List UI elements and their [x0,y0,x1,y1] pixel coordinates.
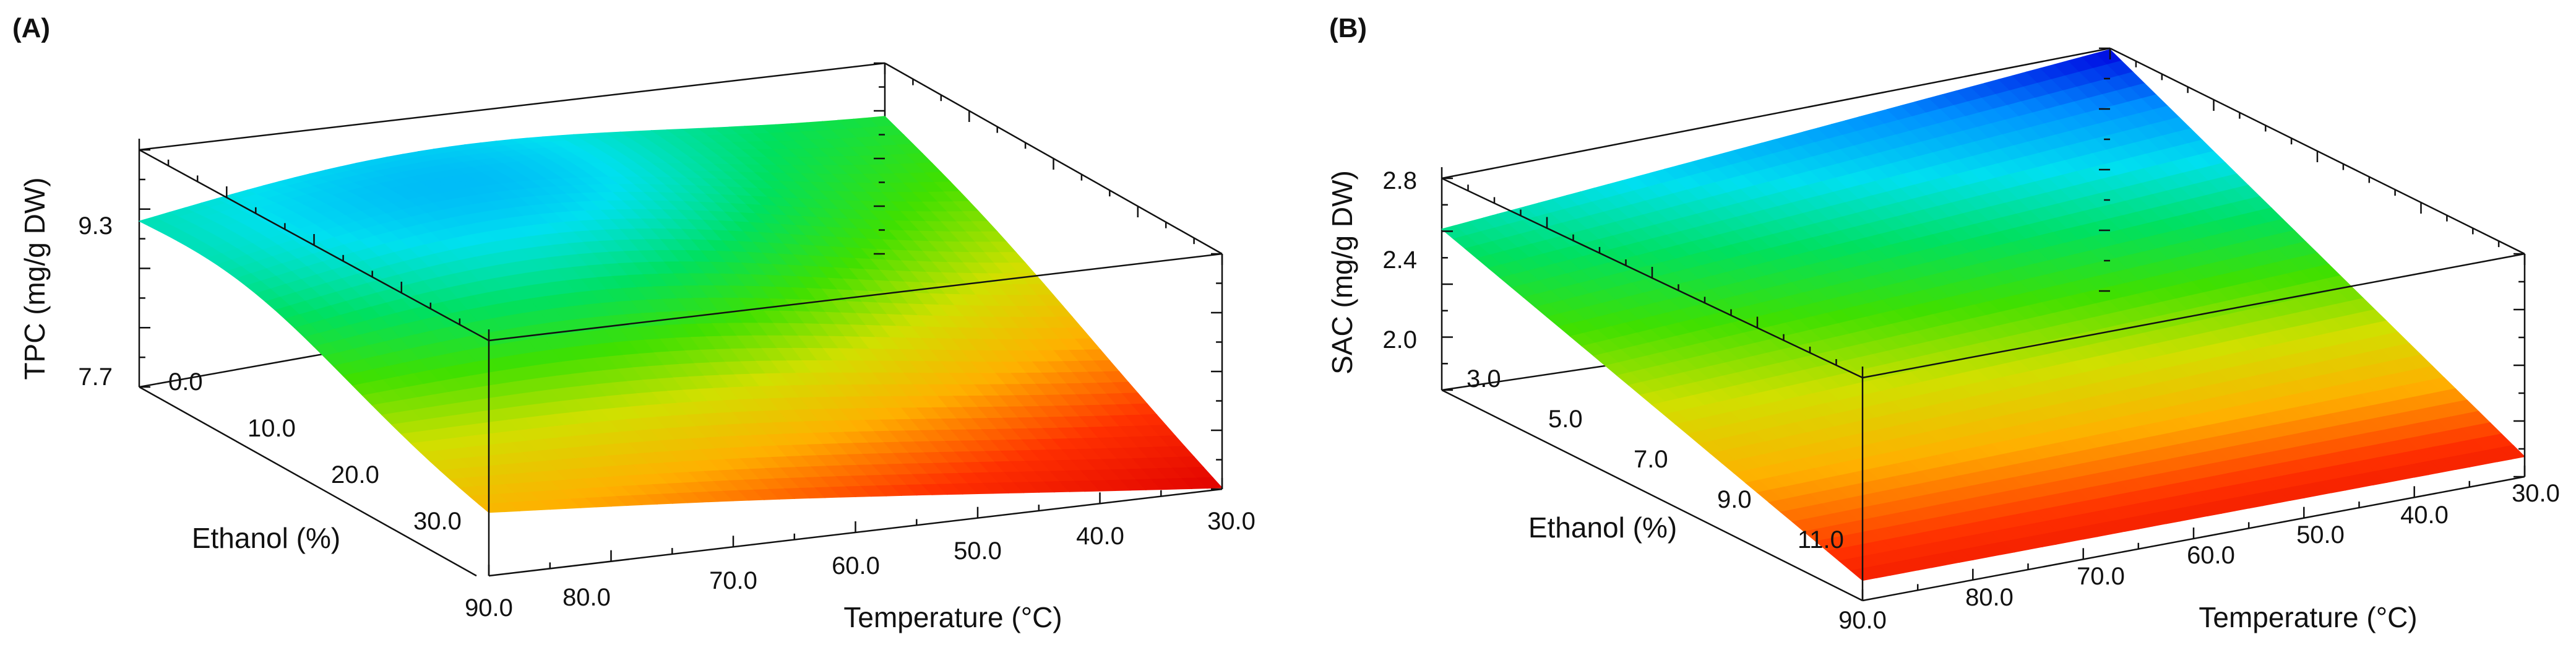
panel-b-x-axis-label: Temperature (°C) [2199,601,2417,633]
panel-a-z-axis-label: TPC (mg/g DW) [19,177,51,380]
z-tick-label: 2.8 [1382,167,1417,194]
y-tick-label: 11.0 [1798,526,1844,554]
panel-b-surface-chart: (B) 2.8 2.4 2.0 3.0 5.0 7.0 9.0 [1326,13,2560,634]
y-tick-label: 5.0 [1548,406,1583,433]
x-tick-label: 60.0 [2187,542,2235,569]
x-tick-label: 30.0 [2512,480,2560,507]
panel-b-y-axis-label: Ethanol (%) [1528,511,1677,544]
x-tick-label: 50.0 [2296,521,2345,549]
panel-b-surface [1441,49,2526,581]
y-tick-label: 30.0 [413,508,462,535]
x-tick-label: 40.0 [1076,523,1124,550]
panel-b-x-ticks: 90.0 80.0 70.0 60.0 50.0 40.0 30.0 [1838,480,2560,634]
x-tick-label: 40.0 [2400,502,2449,529]
panel-b-z-ticks: 2.8 2.4 2.0 [1382,167,1417,354]
x-tick-label: 60.0 [832,552,880,580]
panel-a-y-ticks: 0.0 10.0 20.0 30.0 [168,368,462,535]
x-tick-label: 30.0 [1207,508,1256,535]
y-tick-label: 20.0 [331,461,379,489]
x-tick-label: 80.0 [562,584,611,611]
panel-a-x-axis-label: Temperature (°C) [843,601,1062,633]
panel-a-surface [138,116,1223,513]
z-tick-label: 2.4 [1382,246,1417,274]
panel-a-label: (A) [12,13,50,43]
panel-a-y-axis-label: Ethanol (%) [192,522,340,554]
panel-b-y-ticks: 3.0 5.0 7.0 9.0 11.0 [1467,365,1844,554]
surface-patch [2498,445,2526,460]
x-tick-label: 90.0 [465,594,513,622]
panel-b-label: (B) [1329,13,1367,43]
y-tick-label: 0.0 [168,368,203,396]
x-tick-label: 50.0 [954,537,1002,565]
x-tick-label: 70.0 [709,567,757,594]
y-tick-label: 3.0 [1467,365,1501,393]
surface-patch [1196,477,1223,489]
panel-a-x-ticks: 90.0 80.0 70.0 60.0 50.0 40.0 30.0 [465,508,1256,622]
panel-a-z-ticks: 9.3 7.7 [78,212,113,391]
z-tick-label: 7.7 [78,363,113,391]
panel-a-surface-chart: (A) 9.3 7.7 0.0 10.0 20 [12,13,1256,633]
x-tick-label: 80.0 [1965,584,2014,611]
panel-b-z-axis-label: SAC (mg/g DW) [1326,170,1358,375]
x-tick-label: 90.0 [1838,607,1887,634]
x-tick-label: 70.0 [2077,563,2125,590]
z-tick-label: 9.3 [78,212,113,240]
y-tick-label: 10.0 [248,415,296,442]
panel-b-tick-marks [1441,47,2526,601]
panel-a-tick-marks [138,62,1223,576]
z-tick-label: 2.0 [1382,326,1417,354]
y-tick-label: 7.0 [1634,446,1668,473]
y-tick-label: 9.0 [1717,486,1752,513]
